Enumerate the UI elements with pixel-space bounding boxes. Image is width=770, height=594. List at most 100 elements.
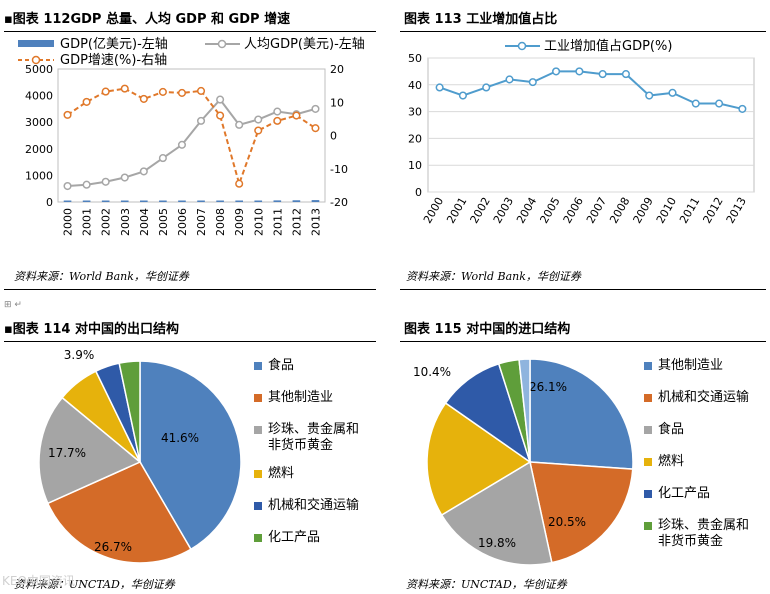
pie-slice — [518, 358, 531, 463]
x-tick-label: 2013 — [724, 195, 749, 226]
x-tick-label: 2001 — [444, 195, 469, 226]
pie-slice — [529, 358, 634, 470]
chart-115-legend: 其他制造业 机械和交通运输 食品 燃料 化工产品 珍珠、贵金属和 非货币黄金 — [644, 358, 768, 558]
growth-point — [158, 87, 167, 96]
chart-114-source: 资料来源：UNCTAD，华创证券 — [14, 578, 175, 591]
chart-113-title-rule — [400, 31, 766, 32]
per-capita-point — [196, 116, 206, 125]
x-tick-label: 2009 — [233, 208, 246, 236]
x-tick-label: 2011 — [677, 195, 702, 226]
y-right-tick-label: 20 — [330, 63, 344, 76]
pie-slice — [46, 461, 192, 564]
share-line — [439, 70, 743, 110]
gdp-bar — [101, 200, 110, 202]
y-left-tick-label: 0 — [46, 196, 53, 209]
legend-label: 其他制造业 — [658, 358, 724, 373]
chart-115: 26.1% 20.5% 19.8% 10.4% — [413, 358, 634, 566]
gdp-bar — [63, 200, 72, 202]
pie-slice-label: 26.1% — [529, 380, 567, 394]
y-tick-label: 20 — [408, 132, 422, 145]
y-left-tick-label: 4000 — [25, 90, 53, 103]
growth-point — [235, 179, 244, 188]
gdp-bar — [178, 200, 186, 202]
pie-slice-label: 10.4% — [413, 365, 451, 379]
x-tick-label: 2002 — [100, 208, 113, 236]
pie-slice — [426, 401, 532, 517]
legend-swatch — [254, 426, 262, 434]
legend-swatch — [644, 458, 652, 466]
y-right-tick-label: 10 — [330, 96, 344, 109]
legend-per-capita-label: 人均GDP(美元)-左轴 — [244, 37, 365, 52]
pie-slice — [38, 396, 142, 505]
legend-label: 机械和交通运输 — [658, 390, 750, 405]
share-point — [621, 70, 630, 79]
watermark: KEO中国资讯 — [2, 574, 75, 588]
growth-point — [196, 86, 206, 95]
legend-swatch — [644, 362, 652, 370]
x-tick-label: 2005 — [537, 195, 562, 226]
legend-swatch — [254, 534, 262, 542]
chart-114-title-rule — [4, 341, 376, 342]
x-tick-label: 2006 — [176, 208, 189, 236]
chart-114: 41.6% 26.7% 17.7% 3.9% — [38, 348, 242, 564]
share-point — [691, 99, 700, 108]
x-tick-label: 2002 — [468, 195, 493, 226]
pie-slice-label: 17.7% — [48, 446, 86, 460]
per-capita-point — [311, 104, 320, 113]
share-point — [482, 83, 491, 92]
chart-114-legend: 食品 其他制造业 珍珠、贵金属和 非货币黄金 燃料 机械和交通运输 化工产品 — [254, 358, 378, 558]
share-point — [458, 91, 467, 100]
x-tick-label: 2007 — [195, 208, 208, 236]
legend-label: 燃料 — [268, 466, 295, 481]
y-left-tick-label: 5000 — [25, 63, 53, 76]
x-tick-label: 2008 — [607, 195, 632, 226]
growth-point — [292, 111, 301, 120]
x-tick-label: 2006 — [561, 195, 586, 226]
legend-growth-label: GDP增速(%)-右轴 — [60, 53, 167, 68]
legend-label: 珍珠、贵金属和 非货币黄金 — [268, 422, 360, 453]
gdp-bar — [311, 200, 320, 202]
growth-point — [120, 84, 129, 93]
legend-share-label: 工业增加值占GDP(%) — [544, 38, 672, 54]
x-tick-label: 2010 — [252, 208, 265, 236]
x-tick-label: 2001 — [81, 208, 94, 236]
y-tick-label: 40 — [408, 79, 422, 92]
plot-frame — [427, 57, 755, 193]
x-tick-label: 2012 — [290, 208, 303, 236]
share-point — [435, 83, 444, 92]
per-capita-point — [235, 120, 244, 129]
chart-112: GDP(亿美元)-左轴 人均GDP(美元)-左轴 GDP增速(%)-右轴 0 10… — [18, 37, 365, 236]
share-point — [552, 67, 561, 76]
share-point — [598, 70, 607, 79]
x-tick-label: 2012 — [700, 195, 725, 226]
growth-point — [82, 97, 91, 106]
legend-gdp-label: GDP(亿美元)-左轴 — [60, 37, 168, 52]
legend-swatch — [254, 394, 262, 402]
gdp-bar — [216, 200, 224, 202]
legend-label: 化工产品 — [658, 486, 711, 501]
legend-share-marker — [517, 41, 527, 51]
pie-slice — [118, 360, 141, 463]
per-capita-point — [82, 180, 91, 189]
pie-slice-label: 41.6% — [161, 431, 199, 445]
legend-label: 食品 — [268, 358, 295, 373]
pie-slice-label: 3.9% — [64, 348, 95, 362]
per-capita-point — [63, 181, 72, 191]
pie-slice-label: 19.8% — [478, 536, 516, 550]
gdp-bar — [120, 200, 129, 202]
share-point — [505, 75, 514, 84]
legend-swatch — [254, 470, 262, 478]
per-capita-point — [158, 154, 167, 163]
growth-point — [101, 87, 110, 96]
y-tick-label: 50 — [408, 52, 422, 65]
chart-115-title-rule — [400, 341, 766, 342]
chart-115-title: 图表 115 对中国的进口结构 — [404, 322, 571, 337]
gdp-bar — [273, 200, 282, 202]
y-left-tick-label: 2000 — [25, 143, 53, 156]
growth-point — [311, 124, 320, 133]
legend-label: 燃料 — [658, 454, 685, 469]
chart-112-source: 资料来源：World Bank，华创证券 — [14, 270, 189, 283]
per-capita-point — [120, 173, 129, 182]
legend-swatch — [644, 490, 652, 498]
share-point — [668, 88, 677, 97]
